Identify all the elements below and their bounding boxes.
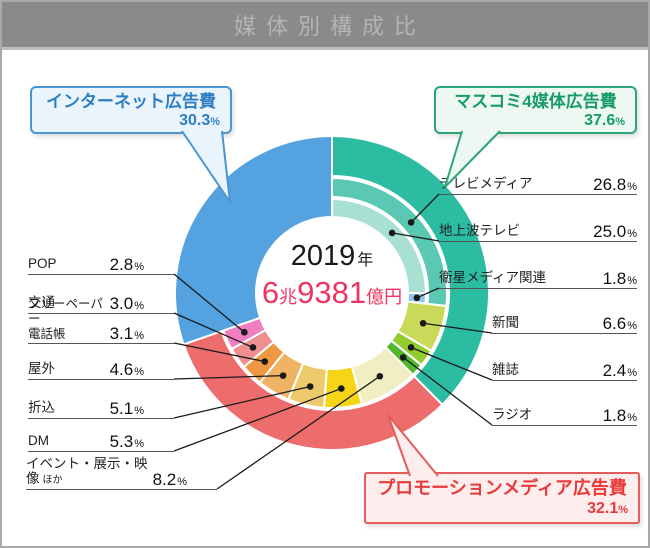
leader-dot-event: [376, 372, 384, 380]
label-row-magazine: 雑誌 2.4%: [492, 356, 637, 381]
leader-dot-transit: [249, 344, 257, 351]
segment-magazine: [389, 329, 433, 367]
center-year: 2019 年: [290, 240, 374, 272]
leader-line-outdoor: [173, 374, 284, 380]
leader-line-terrestrial-tv: [391, 232, 440, 242]
leader-line-event: [216, 375, 381, 490]
center-total-amount: 6兆9381億円: [261, 274, 403, 310]
label-row-event: イベント・展示・映像 ほか 8.2%: [26, 456, 217, 490]
label-row-free-paper: フリーペーパー 電話帳 3.1%: [28, 297, 174, 344]
leader-dot-magazine: [407, 344, 415, 351]
label-row-radio: ラジオ 1.8%: [492, 401, 637, 426]
segment-transit: [230, 328, 276, 369]
leader-line-tv-media: [410, 193, 440, 223]
callout-internet: インターネット広告費 30.3%: [30, 86, 232, 134]
leader-line-magazine: [410, 346, 493, 381]
leader-dot-terrestrial-tv: [388, 229, 396, 237]
label-row-terrestrial-tv: 地上波テレビ 25.0%: [439, 217, 637, 242]
leader-line-transit: [173, 312, 254, 349]
callout-mass-media: マスコミ4媒体広告費 37.6%: [434, 86, 637, 134]
segment-radio: [383, 339, 423, 377]
label-row-orikomi: 折込 5.1%: [28, 394, 174, 419]
leader-line-orikomi: [173, 385, 311, 419]
segment-pop: [222, 316, 267, 351]
segment-promotion: [182, 329, 444, 451]
leader-dot-pop: [241, 328, 248, 336]
leader-dot-dm: [338, 385, 345, 392]
leader-dot-outdoor: [279, 372, 287, 379]
chart-center-label: 2019 年 6兆9381億円: [242, 240, 422, 310]
segment-orikomi: [287, 362, 328, 409]
leader-line-newspaper: [423, 322, 493, 334]
callout-promotion-tail: [387, 414, 439, 477]
segment-outdoor: [258, 350, 305, 401]
label-row-pop: POP 2.8%: [28, 250, 174, 275]
segment-free-paper: [242, 340, 286, 384]
leader-dot-radio: [399, 354, 407, 361]
leader-line-free-paper: [173, 342, 265, 363]
leader-line-dm: [173, 387, 342, 452]
segment-dm: [322, 365, 364, 410]
leader-dot-free-paper: [261, 358, 269, 365]
label-row-tv-media: テレビメディア 26.8%: [439, 170, 637, 195]
segment-event: [350, 345, 415, 406]
callout-internet-tail: [181, 130, 231, 203]
leader-dot-orikomi: [306, 383, 314, 390]
label-row-satellite-media: 衛星メディア関連 1.8%: [439, 264, 637, 289]
leader-line-pop: [173, 273, 245, 333]
callout-promotion: プロモーションメディア広告費 32.1%: [364, 472, 640, 524]
label-row-dm: DM 5.3%: [28, 427, 174, 452]
label-row-transit: 交通 3.0%: [28, 289, 174, 314]
label-row-newspaper: 新聞 6.6%: [492, 309, 637, 334]
label-row-outdoor: 屋外 4.6%: [28, 355, 174, 380]
leader-dot-newspaper: [419, 319, 427, 327]
leader-dot-tv-media: [407, 219, 415, 226]
page-title: 媒体別構成比: [233, 13, 426, 39]
leader-line-radio: [402, 356, 493, 426]
title-bar: 媒体別構成比: [2, 2, 648, 50]
